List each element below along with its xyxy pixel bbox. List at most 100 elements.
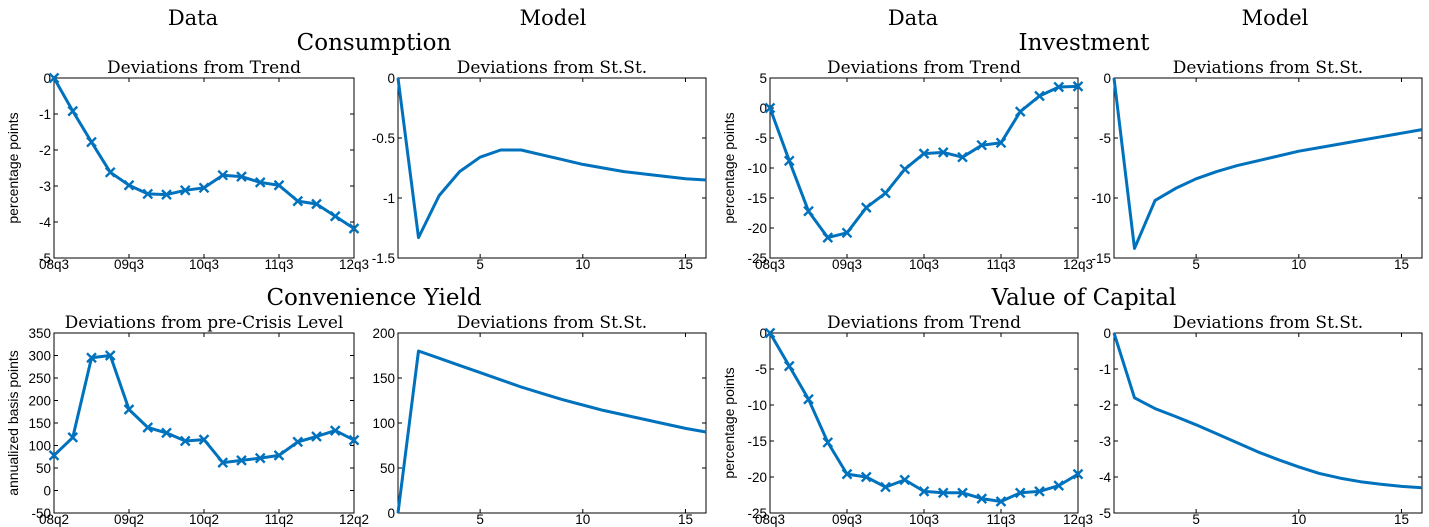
chart-panel-8: Deviations from St.St. 0 -1 -2 -3 -4 -5 5 10 15 — [1099, 313, 1423, 527]
y-tick-label: 0 — [387, 506, 395, 521]
data-point-marker — [198, 434, 210, 445]
x-tick-label: 15 — [678, 257, 693, 272]
y-axis-label: percentage points — [721, 367, 737, 478]
x-tick-label: 12q3 — [1063, 512, 1093, 527]
panel-title: Deviations from St.St. — [1173, 313, 1363, 333]
data-point-marker — [822, 232, 834, 243]
column-header-data-right: Data — [888, 6, 938, 30]
variable-title: Convenience Yield — [266, 285, 481, 311]
variable-title: Value of Capital — [991, 285, 1177, 311]
data-point-marker — [841, 227, 853, 239]
data-point-marker — [957, 487, 968, 499]
x-tick-label: 5 — [1192, 257, 1200, 272]
panel-title: Deviations from St.St. — [457, 313, 647, 333]
data-point-marker — [1034, 90, 1045, 102]
y-tick-label: 5 — [759, 71, 767, 86]
y-tick-label: -5 — [755, 362, 767, 377]
axes-box — [53, 77, 355, 259]
data-point-marker — [236, 455, 247, 466]
data-point-marker — [254, 452, 266, 464]
y-tick-label: 150 — [372, 371, 395, 386]
chart-panel-4: Deviations from St.St. 0 -5 -10 -15 5 10 15 — [1091, 58, 1423, 272]
data-point-marker — [841, 468, 853, 480]
data-point-marker — [1014, 106, 1026, 117]
data-point-marker — [142, 188, 154, 200]
data-point-marker — [292, 436, 304, 448]
data-point-marker — [918, 486, 930, 497]
x-tick-label: 15 — [1394, 512, 1409, 527]
y-tick-label: -4 — [1099, 470, 1111, 485]
data-point-marker — [161, 189, 172, 200]
panel-title: Deviations from Trend — [827, 58, 1021, 78]
data-point-marker — [67, 105, 79, 117]
data-point-marker — [104, 166, 116, 178]
y-tick-label: 100 — [28, 439, 51, 454]
x-tick-label: 09q2 — [114, 512, 144, 527]
x-tick-label: 5 — [476, 512, 484, 527]
data-point-marker — [937, 487, 949, 499]
y-tick-label: -5 — [755, 131, 767, 146]
y-axis-label: percentage points — [721, 112, 737, 223]
x-tick-label: 10 — [575, 257, 590, 272]
y-tick-label: -10 — [747, 161, 767, 176]
y-tick-label: 0 — [759, 101, 767, 116]
y-tick-label: -20 — [747, 221, 767, 236]
x-tick-label: 10 — [1291, 512, 1306, 527]
x-tick-label: 12q3 — [1063, 257, 1093, 272]
y-tick-label: -20 — [747, 470, 767, 485]
chart-panel-2: Deviations from St.St. 0 -0.5 -1 -1.5 5 10 15 — [372, 58, 707, 272]
column-header-data-left: Data — [168, 6, 218, 30]
y-tick-label: -15 — [747, 434, 767, 449]
y-tick-label: 150 — [28, 416, 51, 431]
axes-box — [1113, 332, 1423, 514]
y-tick-label: -2 — [39, 143, 51, 158]
x-tick-label: 10q3 — [189, 257, 219, 272]
data-point-marker — [217, 169, 229, 181]
x-tick-label: 08q3 — [39, 257, 69, 272]
data-point-marker — [348, 434, 360, 446]
y-tick-label: -5 — [1099, 131, 1111, 146]
series-line — [1112, 332, 1423, 490]
data-point-marker — [880, 187, 891, 199]
y-tick-label: 50 — [36, 461, 51, 476]
data-point-marker — [86, 136, 97, 148]
x-tick-label: 11q2 — [264, 512, 293, 527]
data-point-marker — [899, 474, 911, 486]
data-point-marker — [48, 72, 60, 84]
data-point-marker — [957, 151, 968, 163]
x-tick-label: 10 — [575, 512, 590, 527]
data-point-marker — [783, 360, 795, 372]
y-tick-label: 0 — [1103, 326, 1111, 341]
data-point-marker — [803, 205, 814, 217]
x-tick-label: 15 — [678, 512, 693, 527]
data-point-marker — [860, 202, 872, 213]
data-point-marker — [161, 427, 172, 439]
x-tick-label: 5 — [1192, 512, 1200, 527]
y-tick-label: -2 — [1099, 398, 1111, 413]
data-point-marker — [1014, 487, 1026, 499]
data-point-marker — [764, 102, 776, 114]
series-line — [1112, 77, 1423, 250]
y-tick-label: 100 — [372, 416, 395, 431]
data-point-marker — [236, 171, 247, 182]
axes-box — [1113, 77, 1423, 259]
data-point-marker — [48, 450, 60, 461]
y-tick-label: -1.5 — [372, 251, 395, 266]
y-tick-label: 0 — [43, 484, 51, 499]
data-point-marker — [179, 435, 191, 447]
y-tick-label: -1 — [383, 191, 395, 206]
data-point-marker — [179, 184, 191, 196]
y-tick-label: -50 — [31, 506, 51, 521]
data-point-marker — [311, 198, 322, 210]
y-tick-label: -3 — [39, 179, 51, 194]
data-point-marker — [880, 481, 891, 493]
y-tick-label: 200 — [372, 326, 395, 341]
panel-title: Deviations from pre-Crisis Level — [65, 313, 344, 333]
x-tick-label: 12q2 — [339, 512, 369, 527]
variable-title: Consumption — [297, 30, 452, 56]
data-point-marker — [329, 210, 341, 222]
series-line — [52, 77, 355, 230]
